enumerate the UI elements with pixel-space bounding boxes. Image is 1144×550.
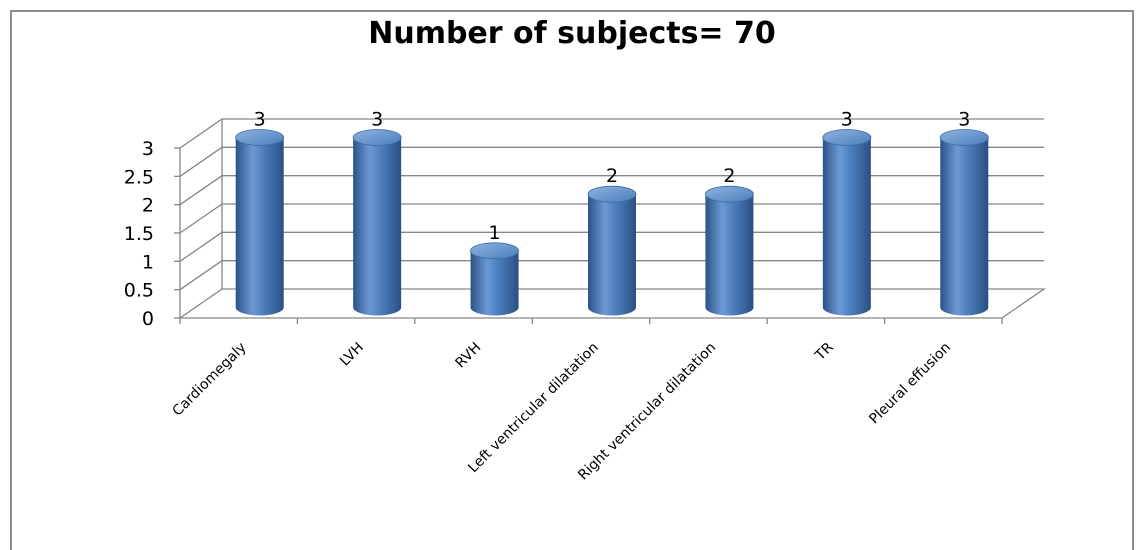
data-label: 3 <box>254 109 266 131</box>
bar-top <box>470 242 519 260</box>
bar-body <box>588 194 636 316</box>
bar-top <box>235 129 285 146</box>
gridline <box>179 175 1044 206</box>
data-label: 2 <box>723 165 735 187</box>
bar-body <box>353 137 402 316</box>
grid <box>177 118 1047 319</box>
data-label: 1 <box>489 222 501 244</box>
bars <box>235 129 989 316</box>
x-tick-label: Pleural effusion <box>866 340 954 428</box>
bar-top <box>939 129 989 146</box>
bar <box>705 185 754 316</box>
gridline <box>179 231 1044 262</box>
y-tick-label: 1.5 <box>124 223 154 245</box>
y-tick-label: 0.5 <box>124 280 154 302</box>
y-tick-label: 3 <box>142 138 154 160</box>
chart-title: Number of subjects= 70 <box>368 16 776 51</box>
x-tick-label: LVH <box>337 340 367 370</box>
bar-top <box>822 129 872 146</box>
x-tick-label: RVH <box>453 340 485 372</box>
x-tick-label: Right ventricular dilatation <box>575 340 719 484</box>
data-label: 3 <box>958 109 970 131</box>
y-axis: 0 0.5 1 1.5 2 2.5 3 <box>124 138 1003 330</box>
x-tick-label: Left ventricular dilatation <box>465 340 602 477</box>
bar <box>235 129 285 316</box>
gridline <box>179 260 1044 291</box>
bar-top <box>352 129 402 146</box>
gridline <box>179 118 1044 149</box>
bar <box>352 129 402 316</box>
floor <box>177 288 1047 319</box>
bar-body <box>235 137 284 316</box>
bar <box>822 129 872 316</box>
bar-body <box>822 137 871 316</box>
y-tick-label: 2 <box>142 195 154 217</box>
data-label: 2 <box>606 165 618 187</box>
bar-top <box>587 185 637 203</box>
bar <box>587 185 637 316</box>
y-tick-label: 0 <box>142 308 154 330</box>
y-tick-label: 2.5 <box>124 166 154 188</box>
x-tick-label: Cardiomegaly <box>170 340 250 420</box>
gridline <box>179 203 1044 234</box>
y-tick-label: 1 <box>142 251 154 273</box>
data-label: 3 <box>371 109 383 131</box>
data-label: 3 <box>841 109 853 131</box>
bar <box>939 129 989 316</box>
x-tick-label: TR <box>812 339 837 364</box>
bar-body <box>470 250 519 316</box>
bar-body <box>940 137 989 316</box>
bar-top <box>705 185 754 203</box>
bar-body <box>705 194 754 316</box>
bar <box>470 242 519 316</box>
gridline <box>179 146 1044 177</box>
